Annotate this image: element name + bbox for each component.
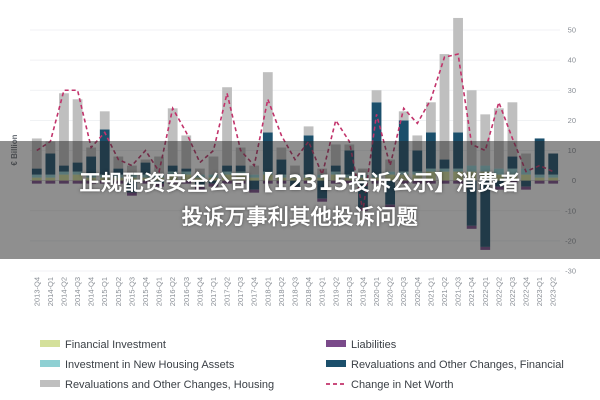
- x-tick-label: 2020-Q4: [413, 277, 422, 306]
- legend-label: Revaluations and Other Changes, Housing: [65, 379, 274, 391]
- y-tick-label: 30: [568, 86, 576, 95]
- x-tick-label: 2019-Q3: [345, 277, 354, 306]
- x-tick-label: 2021-Q3: [454, 277, 463, 306]
- x-tick-label: 2022-Q2: [494, 277, 503, 306]
- watermark-banner: 正规配资安全公司【12315投诉公示】消费者 投诉万事利其他投诉问题: [0, 141, 600, 259]
- legend-swatch: [326, 360, 346, 367]
- legend: Financial Investment Liabilities Investmen…: [40, 339, 564, 391]
- bar-segment: [99, 111, 110, 130]
- y-tick-label: 50: [568, 26, 576, 35]
- x-tick-label: 2023-Q2: [549, 277, 558, 306]
- y-tick-label: -30: [565, 267, 576, 276]
- bar-segment: [426, 102, 436, 133]
- legend-swatch: [40, 380, 60, 387]
- bar-segment: [222, 87, 232, 166]
- x-tick-label: 2020-Q1: [372, 277, 381, 306]
- bar-segment: [507, 102, 518, 157]
- x-tick-label: 2014-Q3: [73, 277, 82, 306]
- x-tick-label: 2022-Q4: [522, 277, 531, 306]
- x-tick-label: 2018-Q2: [277, 277, 286, 306]
- x-tick-label: 2021-Q2: [440, 277, 449, 306]
- bar-segment: [439, 54, 450, 160]
- x-tick-label: 2017-Q2: [223, 277, 232, 306]
- x-tick-label: 2014-Q2: [59, 277, 68, 306]
- x-tick-label: 2018-Q3: [291, 277, 300, 306]
- legend-swatch: [326, 340, 346, 347]
- bar-segment: [303, 126, 314, 136]
- legend-label: Liabilities: [351, 339, 397, 351]
- x-tick-label: 2017-Q3: [236, 277, 245, 306]
- legend-swatch: [40, 340, 60, 347]
- bar-segment: [480, 114, 491, 166]
- bar-segment: [371, 102, 382, 175]
- bar-segment: [371, 90, 382, 103]
- x-tick-label: 2019-Q1: [318, 277, 327, 306]
- x-axis: 2013-Q4 2014-Q1 2014-Q2 2014-Q3 2014-Q4 2015-…: [32, 277, 557, 306]
- bar-segment: [59, 93, 69, 166]
- banner-line-2: 投诉万事利其他投诉问题: [181, 205, 419, 229]
- x-tick-label: 2016-Q3: [182, 277, 191, 306]
- legend-label: Change in Net Worth: [351, 379, 454, 391]
- x-tick-label: 2016-Q1: [155, 277, 164, 306]
- legend-label: Financial Investment: [65, 339, 166, 351]
- x-tick-label: 2014-Q4: [87, 277, 96, 306]
- x-tick-label: 2019-Q4: [358, 277, 367, 306]
- bar-segment: [453, 17, 463, 133]
- x-tick-label: 2017-Q1: [209, 277, 218, 306]
- x-tick-label: 2021-Q1: [426, 277, 435, 306]
- bar-segment: [167, 108, 178, 166]
- x-tick-label: 2022-Q1: [481, 277, 490, 306]
- x-tick-label: 2016-Q4: [195, 277, 204, 306]
- x-tick-label: 2020-Q2: [386, 277, 395, 306]
- bar-segment: [72, 99, 83, 163]
- x-tick-label: 2019-Q2: [331, 277, 340, 306]
- x-tick-label: 2018-Q1: [263, 277, 272, 306]
- x-tick-label: 2015-Q4: [141, 277, 150, 306]
- x-tick-label: 2020-Q3: [399, 277, 408, 306]
- x-tick-label: 2021-Q4: [467, 277, 476, 306]
- x-tick-label: 2018-Q4: [304, 277, 313, 306]
- y-tick-label: 40: [568, 56, 576, 65]
- x-tick-label: 2023-Q1: [535, 277, 544, 306]
- x-tick-label: 2015-Q2: [114, 277, 123, 306]
- x-tick-label: 2014-Q1: [46, 277, 55, 306]
- banner-line-1: 正规配资安全公司【12315投诉公示】消费者: [79, 171, 521, 195]
- legend-label: Revaluations and Other Changes, Financia…: [351, 359, 564, 371]
- x-tick-label: 2015-Q3: [127, 277, 136, 306]
- legend-swatch: [40, 360, 60, 367]
- bar-segment: [398, 111, 409, 121]
- legend-label: Investment in New Housing Assets: [65, 359, 235, 371]
- bar-segment: [466, 90, 477, 166]
- x-tick-label: 2017-Q4: [250, 277, 259, 306]
- x-tick-label: 2016-Q2: [168, 277, 177, 306]
- x-tick-label: 2013-Q4: [32, 277, 41, 306]
- y-tick-label: 20: [568, 116, 576, 125]
- x-tick-label: 2015-Q1: [100, 277, 109, 306]
- bar-segment: [493, 108, 504, 169]
- x-tick-label: 2022-Q3: [508, 277, 517, 306]
